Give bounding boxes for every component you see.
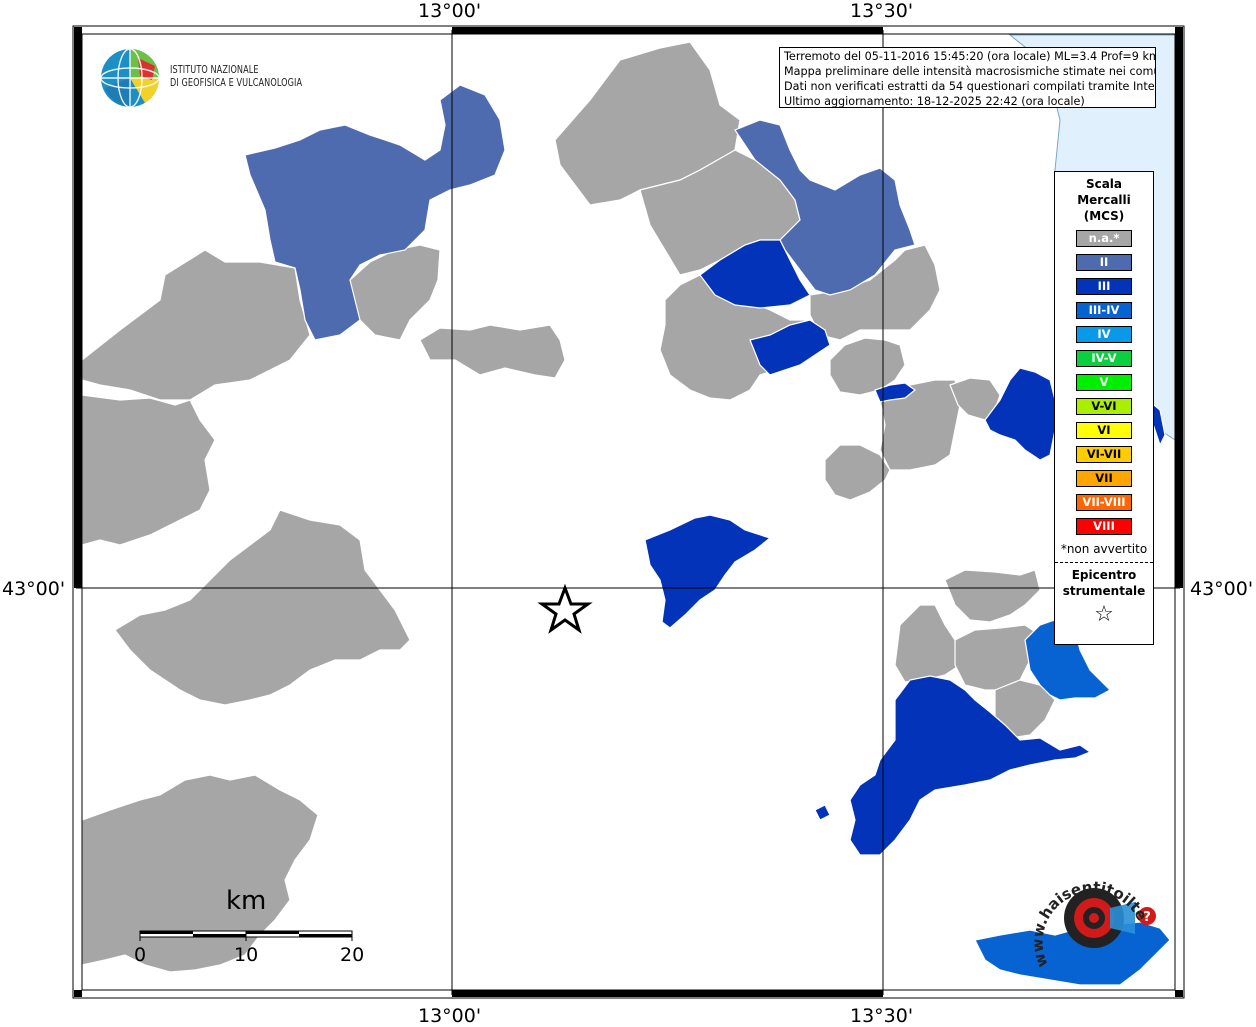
legend-item-viii: VIII bbox=[1076, 518, 1132, 535]
legend-item-v: V bbox=[1076, 374, 1132, 391]
legend-items: n.a.* II III III-IV IV IV-V V V-VI VI VI-VII VII VI… bbox=[1055, 230, 1153, 535]
mcs-legend: Scala Mercalli (MCS) n.a.* II III III-IV IV I… bbox=[1054, 171, 1154, 645]
legend-item-vii-viii: VII-VIII bbox=[1076, 494, 1132, 511]
legend-item-n-a: n.a.* bbox=[1076, 230, 1132, 247]
comuni-intensity-III bbox=[644, 239, 1166, 856]
comuni-not-felt bbox=[81, 41, 1056, 973]
legend-title-line2: Mercalli bbox=[1077, 193, 1131, 207]
legend-title: Scala Mercalli (MCS) bbox=[1055, 176, 1153, 224]
lon-label-top-1330: 13°30' bbox=[850, 0, 914, 22]
info-line-4: Ultimo aggiornamento: 18-12-2025 22:42 (… bbox=[784, 95, 1085, 108]
info-line-1: Terremoto del 05-11-2016 15:45:20 (ora l… bbox=[784, 50, 1156, 63]
legend-epicenter-line2: strumentale bbox=[1062, 584, 1146, 598]
legend-item-v-vi: V-VI bbox=[1076, 398, 1132, 415]
map-grid bbox=[76, 30, 1180, 995]
scale-bar bbox=[139, 930, 353, 941]
legend-epicenter-star-icon: ☆ bbox=[1094, 602, 1114, 627]
epicenter-star-icon bbox=[537, 583, 593, 634]
lon-label-bottom-1300: 13°00' bbox=[418, 1005, 482, 1027]
legend-divider bbox=[1055, 562, 1153, 563]
comuni-intensity-III-IV bbox=[974, 617, 1171, 986]
legend-item-iv: IV bbox=[1076, 326, 1132, 343]
ingv-logo: ISTITUTO NAZIONALE DI GEOFISICA E VULCAN… bbox=[100, 48, 320, 110]
info-line-2: Mappa preliminare delle intensità macros… bbox=[784, 65, 1156, 78]
legend-item-vi: VI bbox=[1076, 422, 1132, 439]
legend-item-iii-iv: III-IV bbox=[1076, 302, 1132, 319]
ingv-name-line2: DI GEOFISICA E VULCANOLOGIA bbox=[170, 77, 303, 89]
legend-item-ii: II bbox=[1076, 254, 1132, 271]
scale-tick-0: 0 bbox=[134, 944, 147, 966]
legend-item-vi-vii: VI-VII bbox=[1076, 446, 1132, 463]
lon-label-bottom-1330: 13°30' bbox=[850, 1005, 914, 1027]
legend-item-vii: VII bbox=[1076, 470, 1132, 487]
legend-footnote: *non avvertito bbox=[1060, 542, 1148, 556]
legend-item-iv-v: IV-V bbox=[1076, 350, 1132, 367]
ingv-name-line1: ISTITUTO NAZIONALE bbox=[170, 64, 259, 76]
scale-unit: km bbox=[226, 886, 267, 916]
lon-label-top-1300: 13°00' bbox=[418, 0, 482, 22]
haisentito-logo: ? www.haisentitoilterremoto.it bbox=[962, 846, 1175, 990]
legend-item-iii: III bbox=[1076, 278, 1132, 295]
scale-tick-20: 20 bbox=[340, 944, 365, 966]
legend-title-line3: (MCS) bbox=[1083, 209, 1125, 223]
scale-tick-10: 10 bbox=[234, 944, 259, 966]
lat-label-right-4300: 43°00' bbox=[1190, 578, 1254, 600]
info-line-3: Dati non verificati estratti da 54 quest… bbox=[784, 80, 1156, 93]
comuni-intensity-II bbox=[244, 84, 916, 341]
lat-label-left-4300: 43°00' bbox=[2, 578, 66, 600]
legend-title-line1: Scala bbox=[1085, 177, 1123, 191]
hai-question-mark: ? bbox=[1143, 910, 1151, 925]
legend-epicenter-line1: Epicentro bbox=[1071, 568, 1137, 582]
legend-epicenter-label: Epicentro strumentale bbox=[1055, 567, 1153, 599]
ingv-globe-icon bbox=[100, 48, 160, 108]
earthquake-info-box: Terremoto del 05-11-2016 15:45:20 (ora l… bbox=[779, 47, 1156, 108]
map-frame bbox=[72, 25, 1185, 999]
ingv-name: ISTITUTO NAZIONALE DI GEOFISICA E VULCAN… bbox=[170, 64, 302, 90]
